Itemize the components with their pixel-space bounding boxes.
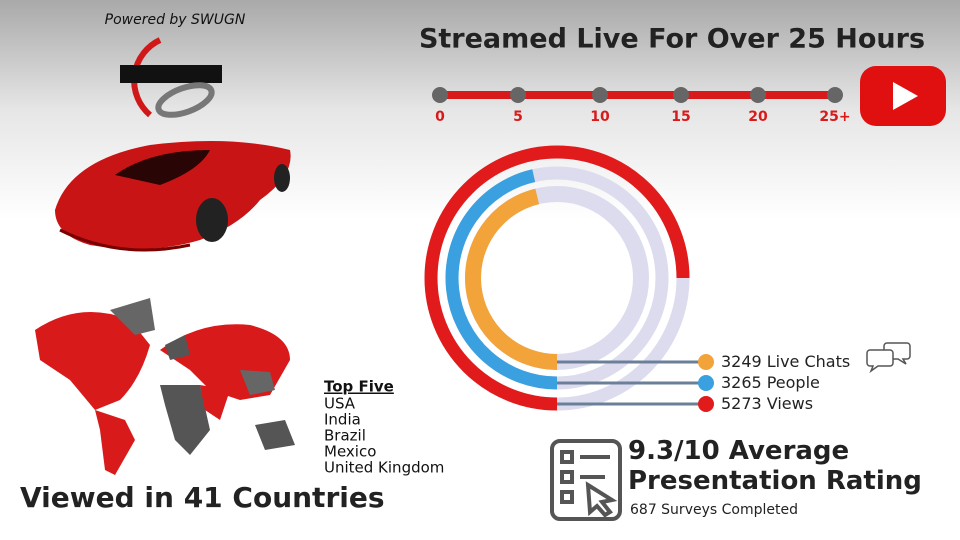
country: Brazil <box>324 427 366 445</box>
timeline-title: Streamed Live For Over 25 Hours <box>419 24 925 55</box>
timeline-tick-label: 20 <box>748 109 768 125</box>
country: Mexico <box>324 443 376 461</box>
top-five-heading: Top Five <box>324 378 394 396</box>
legend-label: 5273 Views <box>721 394 813 413</box>
legend-dot <box>698 354 714 370</box>
powered-by: Powered by SWUGN <box>105 12 246 28</box>
timeline-tick-label: 0 <box>435 109 445 125</box>
world-map <box>35 298 295 475</box>
countries-caption: Viewed in 41 Countries <box>20 481 385 514</box>
ring-arc <box>424 145 690 411</box>
country: United Kingdom <box>324 459 444 477</box>
rating-title-box: 9.3/10 Average Presentation Rating <box>628 436 922 496</box>
legend-value: 5273 <box>721 394 762 413</box>
timeline-dot <box>827 87 843 103</box>
legend-dot <box>698 396 714 412</box>
timeline-dot <box>673 87 689 103</box>
timeline-tick-label: 5 <box>513 109 523 125</box>
legend-name: Views <box>767 394 813 413</box>
timeline-tick-label: 10 <box>590 109 610 125</box>
rating-subtitle: 687 Surveys Completed <box>630 502 798 518</box>
country: India <box>324 411 361 429</box>
rating-title: 9.3/10 Average Presentation Rating <box>628 436 922 496</box>
youtube-icon <box>860 66 946 126</box>
legend-label: 3265 People <box>721 373 820 392</box>
ring-arc <box>465 188 558 370</box>
timeline-dot <box>510 87 526 103</box>
logo <box>120 37 222 118</box>
country: USA <box>324 395 356 413</box>
legend-label: 3249 Live Chats <box>721 352 850 371</box>
survey-icon <box>550 439 622 521</box>
legend-name: Live Chats <box>767 352 850 371</box>
legend-name: People <box>767 373 820 392</box>
timeline-tick-label: 25+ <box>819 109 850 125</box>
timeline-tick-label: 15 <box>671 109 690 125</box>
legend-value: 3265 <box>721 373 762 392</box>
chat-icon <box>866 342 911 374</box>
timeline-dot <box>750 87 766 103</box>
timeline-dot <box>592 87 608 103</box>
legend-dot <box>698 375 714 391</box>
ring-arc <box>445 169 558 390</box>
car-image <box>55 141 291 252</box>
timeline-dot <box>432 87 448 103</box>
legend-value: 3249 <box>721 352 762 371</box>
